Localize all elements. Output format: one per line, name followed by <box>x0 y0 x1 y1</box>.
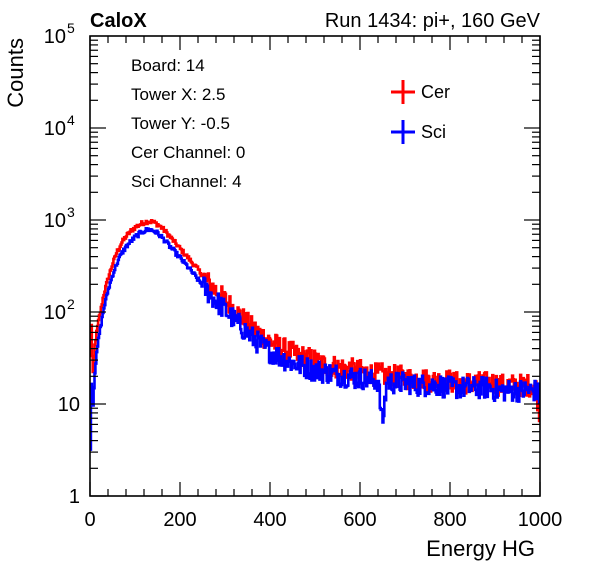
legend: Cer Sci <box>391 80 450 144</box>
info-line-sci-channel: Sci Channel: 4 <box>131 172 242 191</box>
legend-sci-label: Sci <box>421 122 446 142</box>
y-tick-label: 10 <box>58 394 80 416</box>
info-line-cer-channel: Cer Channel: 0 <box>131 143 245 162</box>
run-info-label: Run 1434: pi+, 160 GeV <box>325 10 541 32</box>
plot-frame <box>89 35 541 497</box>
x-tick-label: 800 <box>433 509 466 531</box>
y-tick-exponent: 2 <box>67 296 75 312</box>
x-tick-label: 1000 <box>518 509 563 531</box>
y-axis-title: Counts <box>3 38 28 108</box>
x-tick-label: 400 <box>253 509 286 531</box>
y-tick-label: 10 <box>44 118 66 140</box>
y-tick-label: 10 <box>44 26 66 48</box>
x-axis-title: Energy HG <box>426 536 535 561</box>
series-layer <box>89 219 541 451</box>
series-sci-trace <box>89 226 541 451</box>
y-tick-exponent: 4 <box>67 112 75 128</box>
y-tick-exponent: 3 <box>67 204 75 220</box>
info-line-tower-y: Tower Y: -0.5 <box>131 114 230 133</box>
legend-cer-label: Cer <box>421 82 450 102</box>
x-tick-label: 200 <box>163 509 196 531</box>
x-tick-label: 600 <box>343 509 376 531</box>
y-tick-exponent: 5 <box>67 20 75 36</box>
legend-cer-marker <box>391 80 415 104</box>
legend-sci-marker <box>391 120 415 144</box>
info-box <box>118 48 360 196</box>
info-line-board: Board: 14 <box>131 56 205 75</box>
y-tick-label: 1 <box>69 486 80 508</box>
x-tick-label: 0 <box>84 509 95 531</box>
y-tick-label: 10 <box>44 302 66 324</box>
y-tick-label: 10 <box>44 210 66 232</box>
info-line-tower-x: Tower X: 2.5 <box>131 85 226 104</box>
brand-label: CaloX <box>90 10 147 32</box>
